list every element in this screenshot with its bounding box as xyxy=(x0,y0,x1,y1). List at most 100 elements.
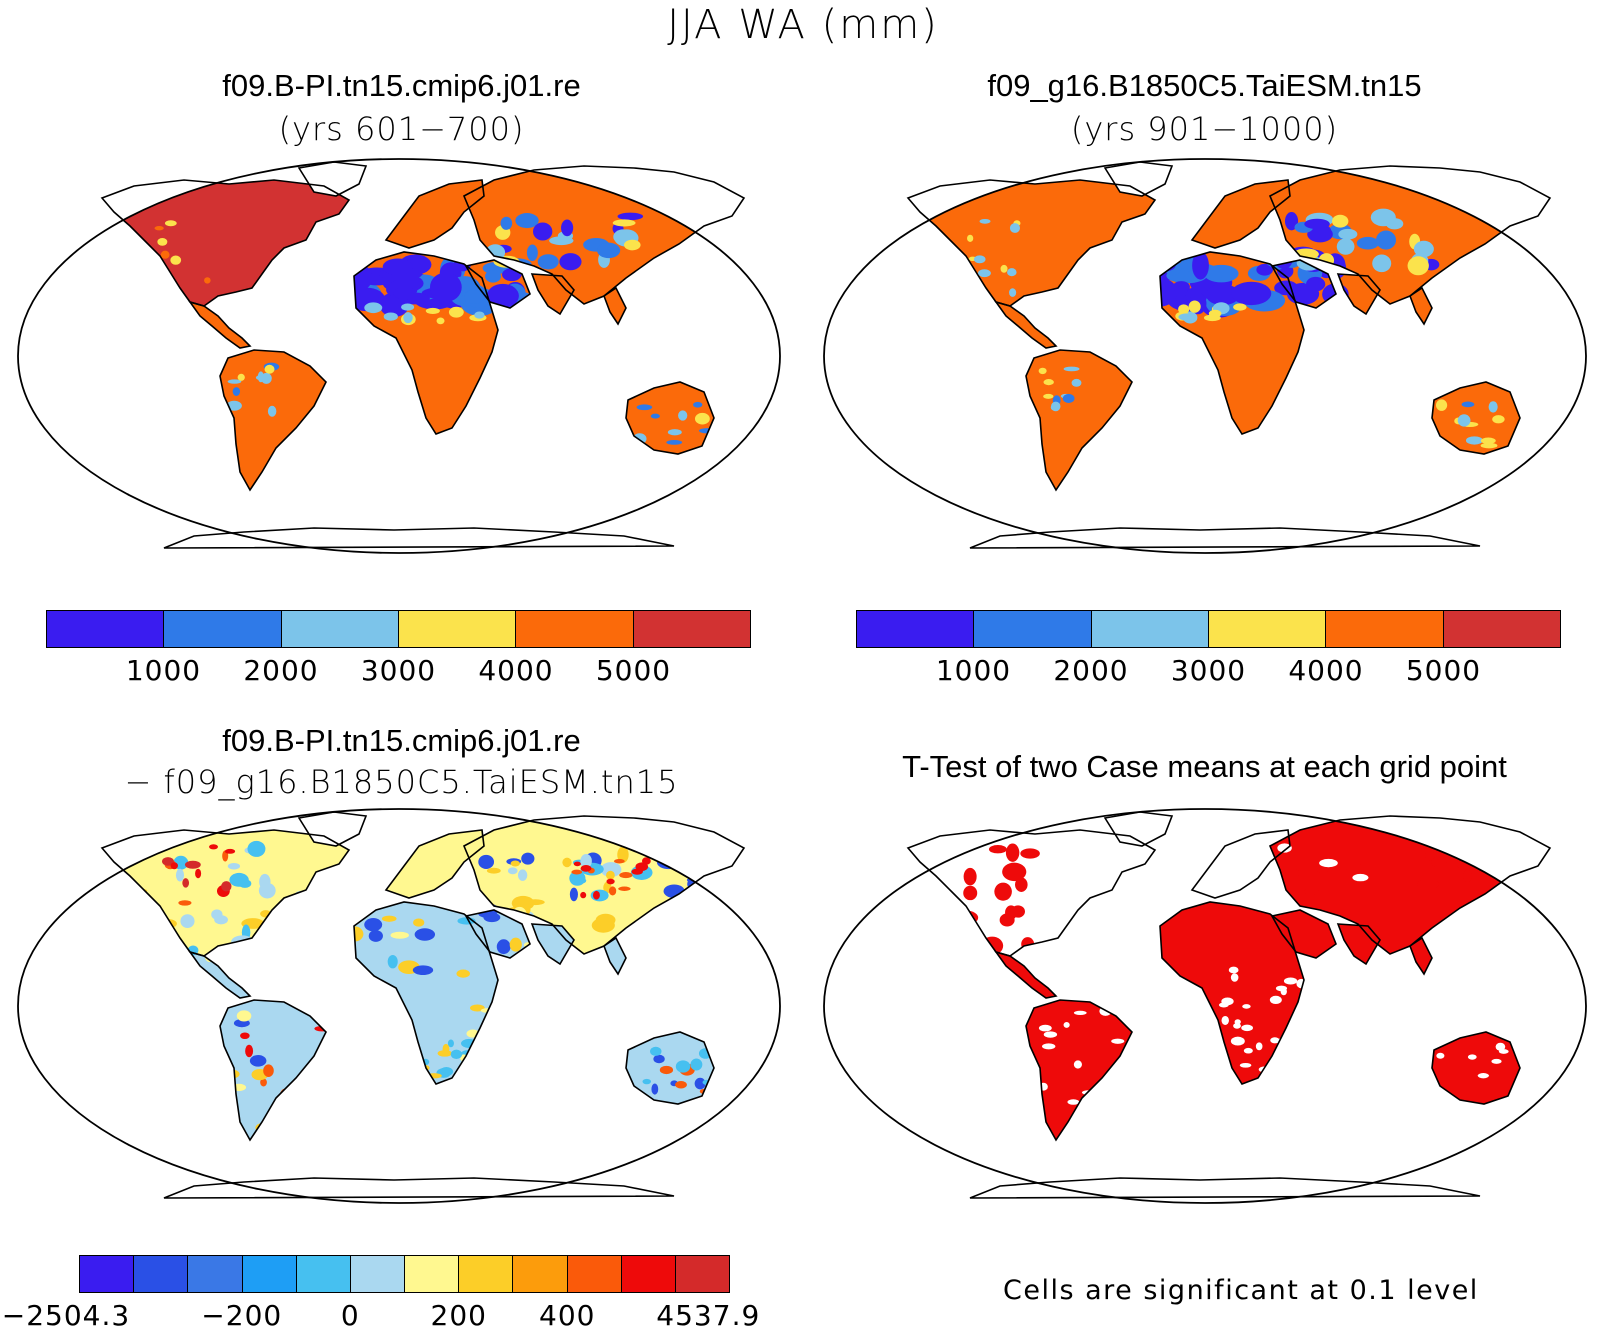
field-patch xyxy=(642,1078,652,1085)
field-patch xyxy=(1204,264,1239,283)
land-australia xyxy=(1432,382,1520,454)
colorbar-box xyxy=(281,611,399,647)
field-patch xyxy=(1228,966,1239,974)
field-patch xyxy=(574,877,587,884)
colorbar-box xyxy=(1208,611,1327,647)
coastline-africa xyxy=(1159,251,1305,435)
field-patch xyxy=(232,387,241,396)
coastline-africa xyxy=(1159,901,1305,1085)
field-patch xyxy=(447,1039,454,1048)
field-patch xyxy=(1230,1036,1245,1046)
field-patch xyxy=(1281,868,1300,879)
field-patch xyxy=(1243,1047,1253,1054)
field-patch xyxy=(403,312,413,324)
land-greenland xyxy=(1105,162,1172,196)
coastline-antarctica xyxy=(163,1177,675,1199)
field-patch xyxy=(619,872,633,879)
field-patch xyxy=(184,860,201,869)
coastline-antarctica xyxy=(163,527,675,549)
field-patch xyxy=(1007,268,1017,277)
field-patch xyxy=(618,886,631,891)
colorbar-box xyxy=(857,611,975,647)
field-patch xyxy=(260,1078,267,1087)
map-tl xyxy=(17,158,781,554)
field-patch xyxy=(1336,238,1355,255)
land-india xyxy=(1338,924,1380,964)
land-greenland xyxy=(299,812,366,846)
coastline-se-asia xyxy=(1409,286,1433,326)
field-patch xyxy=(1038,1024,1052,1032)
coastline-arabia xyxy=(1270,259,1337,309)
field-patch xyxy=(1172,281,1190,293)
coastline-antarctica xyxy=(969,527,1481,549)
field-patch xyxy=(1284,211,1299,231)
colorbar-tick-label: 2000 xyxy=(1053,654,1129,687)
colorbar-box xyxy=(398,611,517,647)
field-patch xyxy=(1239,1062,1252,1068)
field-patch xyxy=(1338,228,1358,240)
field-patch xyxy=(1192,251,1209,280)
colorbar-tick-label: 4537.9 xyxy=(656,1299,761,1332)
field-patch xyxy=(164,220,177,227)
field-patch xyxy=(617,212,644,221)
colorbar-tick-label: 200 xyxy=(430,1299,487,1332)
coastline-arabia xyxy=(464,259,531,309)
colorbar-tick-label: 5000 xyxy=(1405,654,1482,687)
coastline-africa xyxy=(353,901,499,1085)
coastline-australia xyxy=(1431,1031,1521,1105)
field-patch xyxy=(227,379,242,384)
land-north-america xyxy=(102,180,349,306)
field-patch xyxy=(569,887,578,902)
field-patch xyxy=(1270,1037,1280,1044)
field-patch xyxy=(666,440,683,445)
coastline-south-america xyxy=(1025,999,1133,1142)
field-patch xyxy=(1413,240,1434,258)
field-patch xyxy=(245,1044,254,1058)
field-patch xyxy=(401,303,415,311)
field-patch xyxy=(613,858,625,864)
field-patch xyxy=(170,255,182,265)
field-patch xyxy=(1005,843,1020,862)
field-patch xyxy=(1480,437,1496,444)
field-patch xyxy=(1067,1099,1080,1105)
field-patch xyxy=(1304,887,1319,895)
field-patch xyxy=(694,1077,706,1090)
field-patch xyxy=(161,857,174,866)
colorbar-box xyxy=(675,1256,730,1292)
field-patch xyxy=(571,869,583,875)
field-patch xyxy=(1480,442,1498,449)
field-patch xyxy=(436,317,445,325)
colorbar-tick-label: 4000 xyxy=(1288,654,1364,687)
land-central-america xyxy=(190,302,250,348)
figure-title: JJA WA (mm) xyxy=(667,2,939,48)
field-patch xyxy=(1488,401,1498,413)
field-patch xyxy=(612,219,636,227)
land-south-america xyxy=(220,350,326,490)
field-patch xyxy=(623,239,641,251)
map-tr xyxy=(823,158,1587,554)
field-patch xyxy=(157,238,168,246)
field-patch xyxy=(1495,1042,1506,1051)
field-patch xyxy=(414,928,436,941)
field-patch xyxy=(1233,1023,1241,1029)
field-patch xyxy=(364,302,383,314)
field-patch xyxy=(170,862,178,870)
field-patch xyxy=(1499,861,1515,869)
field-patch xyxy=(517,869,528,881)
field-patch xyxy=(1465,436,1483,445)
land-europe xyxy=(386,830,484,898)
colorbar-box xyxy=(296,1256,351,1292)
coastline-asia xyxy=(1268,815,1552,955)
field-patch xyxy=(1345,862,1362,873)
coastline-asia xyxy=(1268,165,1552,305)
field-patch xyxy=(1307,226,1333,243)
field-patch xyxy=(507,867,518,875)
land-india xyxy=(532,924,574,964)
field-patch xyxy=(387,954,398,969)
colorbar-box xyxy=(134,1256,189,1292)
colorbar-box xyxy=(350,1256,406,1292)
field-patch xyxy=(175,868,185,882)
field-patch xyxy=(1043,379,1054,386)
field-patch xyxy=(204,277,211,284)
field-patch xyxy=(1000,264,1008,273)
